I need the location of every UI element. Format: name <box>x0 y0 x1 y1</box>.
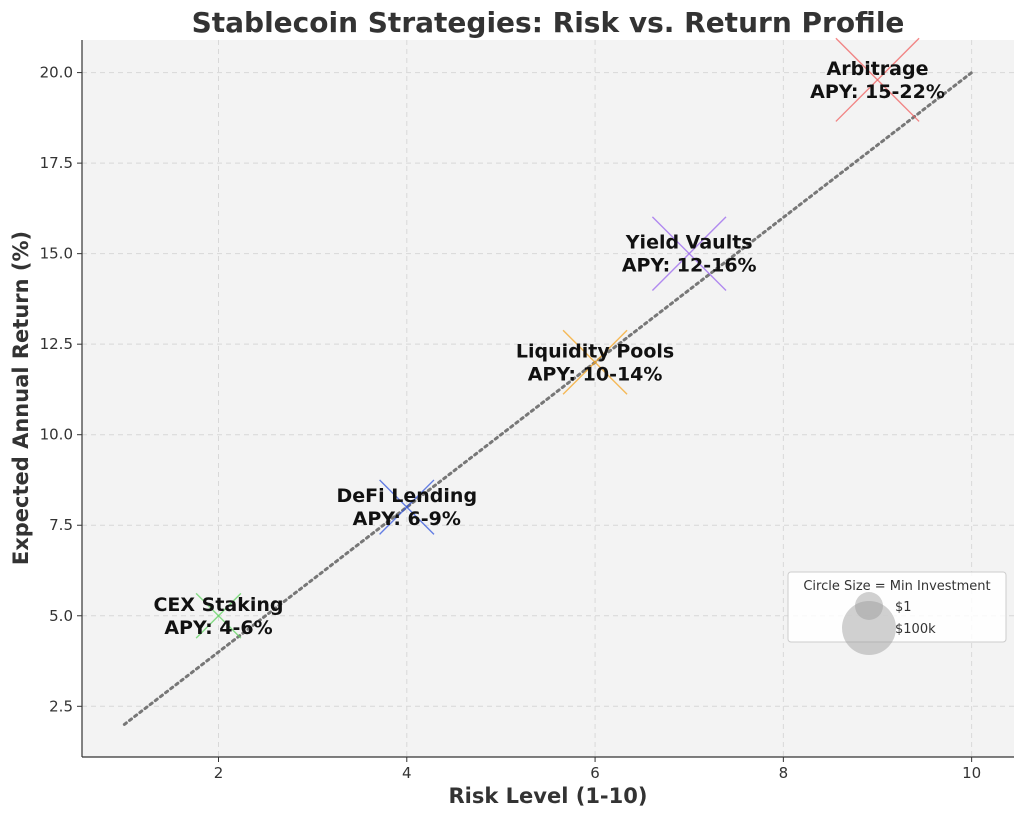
legend: Circle Size = Min Investment $1 $100k <box>787 571 1007 655</box>
trend-line-group <box>122 71 974 726</box>
point-label-apy: APY: 4-6% <box>164 617 272 639</box>
point-label-name: Arbitrage <box>827 58 929 80</box>
legend-title: Circle Size = Min Investment <box>803 579 990 594</box>
point-marker <box>835 37 920 122</box>
y-tick-label: 10.0 <box>40 426 73 444</box>
y-axis-label: Expected Annual Return (%) <box>9 231 33 565</box>
x-axis-label: Risk Level (1-10) <box>449 784 648 808</box>
point-label-name: Liquidity Pools <box>516 340 674 362</box>
x-ticks: 2 4 6 8 10 <box>214 757 981 782</box>
x-tick-label: 10 <box>962 764 981 782</box>
y-ticks: 2.5 5.0 7.5 10.0 12.5 15.0 17.5 20.0 <box>40 64 82 715</box>
legend-box <box>787 571 1007 643</box>
chart-title: Stablecoin Strategies: Risk vs. Return P… <box>192 6 905 39</box>
legend-marker-small <box>855 592 883 620</box>
marker-stroke <box>835 37 920 122</box>
point-label-apy: APY: 15-22% <box>810 81 945 103</box>
markers-group <box>195 37 920 639</box>
x-tick-label: 4 <box>402 764 412 782</box>
y-tick-label: 12.5 <box>40 335 73 353</box>
x-tick-label: 2 <box>214 764 224 782</box>
point-label-apy: APY: 10-14% <box>528 363 663 385</box>
point-marker <box>379 479 435 535</box>
point-marker <box>562 329 628 395</box>
point-label-apy: APY: 12-16% <box>622 255 757 277</box>
y-tick-label: 20.0 <box>40 64 73 82</box>
marker-stroke <box>651 216 727 291</box>
marker-stroke <box>562 329 628 395</box>
y-tick-label: 5.0 <box>49 607 73 625</box>
point-marker <box>651 216 727 291</box>
y-tick-label: 2.5 <box>49 697 73 715</box>
y-tick-label: 17.5 <box>40 154 73 172</box>
marker-stroke <box>195 592 242 639</box>
axes <box>81 40 1014 758</box>
point-label-name: CEX Staking <box>153 594 283 616</box>
trend-line <box>122 71 974 726</box>
legend-marker-large <box>842 601 896 655</box>
legend-entry-small: $1 <box>895 600 912 615</box>
x-tick-label: 6 <box>590 764 600 782</box>
point-label-name: DeFi Lending <box>337 485 478 507</box>
x-tick-label: 8 <box>779 764 789 782</box>
point-marker <box>195 592 242 639</box>
point-label-name: Yield Vaults <box>625 232 753 254</box>
point-label-apy: APY: 6-9% <box>353 508 461 530</box>
legend-entry-large: $100k <box>895 622 936 637</box>
marker-stroke <box>379 479 435 535</box>
y-tick-label: 15.0 <box>40 245 73 263</box>
y-tick-label: 7.5 <box>49 516 73 534</box>
